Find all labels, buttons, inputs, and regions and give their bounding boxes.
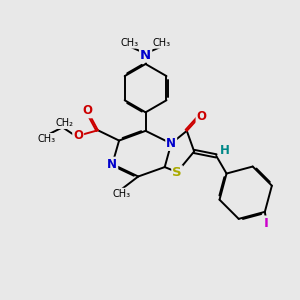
Text: CH₃: CH₃ — [37, 134, 56, 144]
Text: CH₂: CH₂ — [55, 118, 73, 128]
Text: O: O — [196, 110, 206, 123]
Text: CH₃: CH₃ — [113, 189, 131, 199]
Text: CH₃: CH₃ — [153, 38, 171, 48]
Text: N: N — [166, 137, 176, 150]
Text: O: O — [73, 129, 83, 142]
Text: CH₃: CH₃ — [120, 38, 139, 48]
Text: S: S — [172, 166, 182, 179]
Text: N: N — [140, 49, 151, 62]
Text: N: N — [107, 158, 117, 171]
Text: H: H — [220, 144, 230, 157]
Text: I: I — [264, 217, 268, 230]
Text: O: O — [82, 104, 92, 117]
